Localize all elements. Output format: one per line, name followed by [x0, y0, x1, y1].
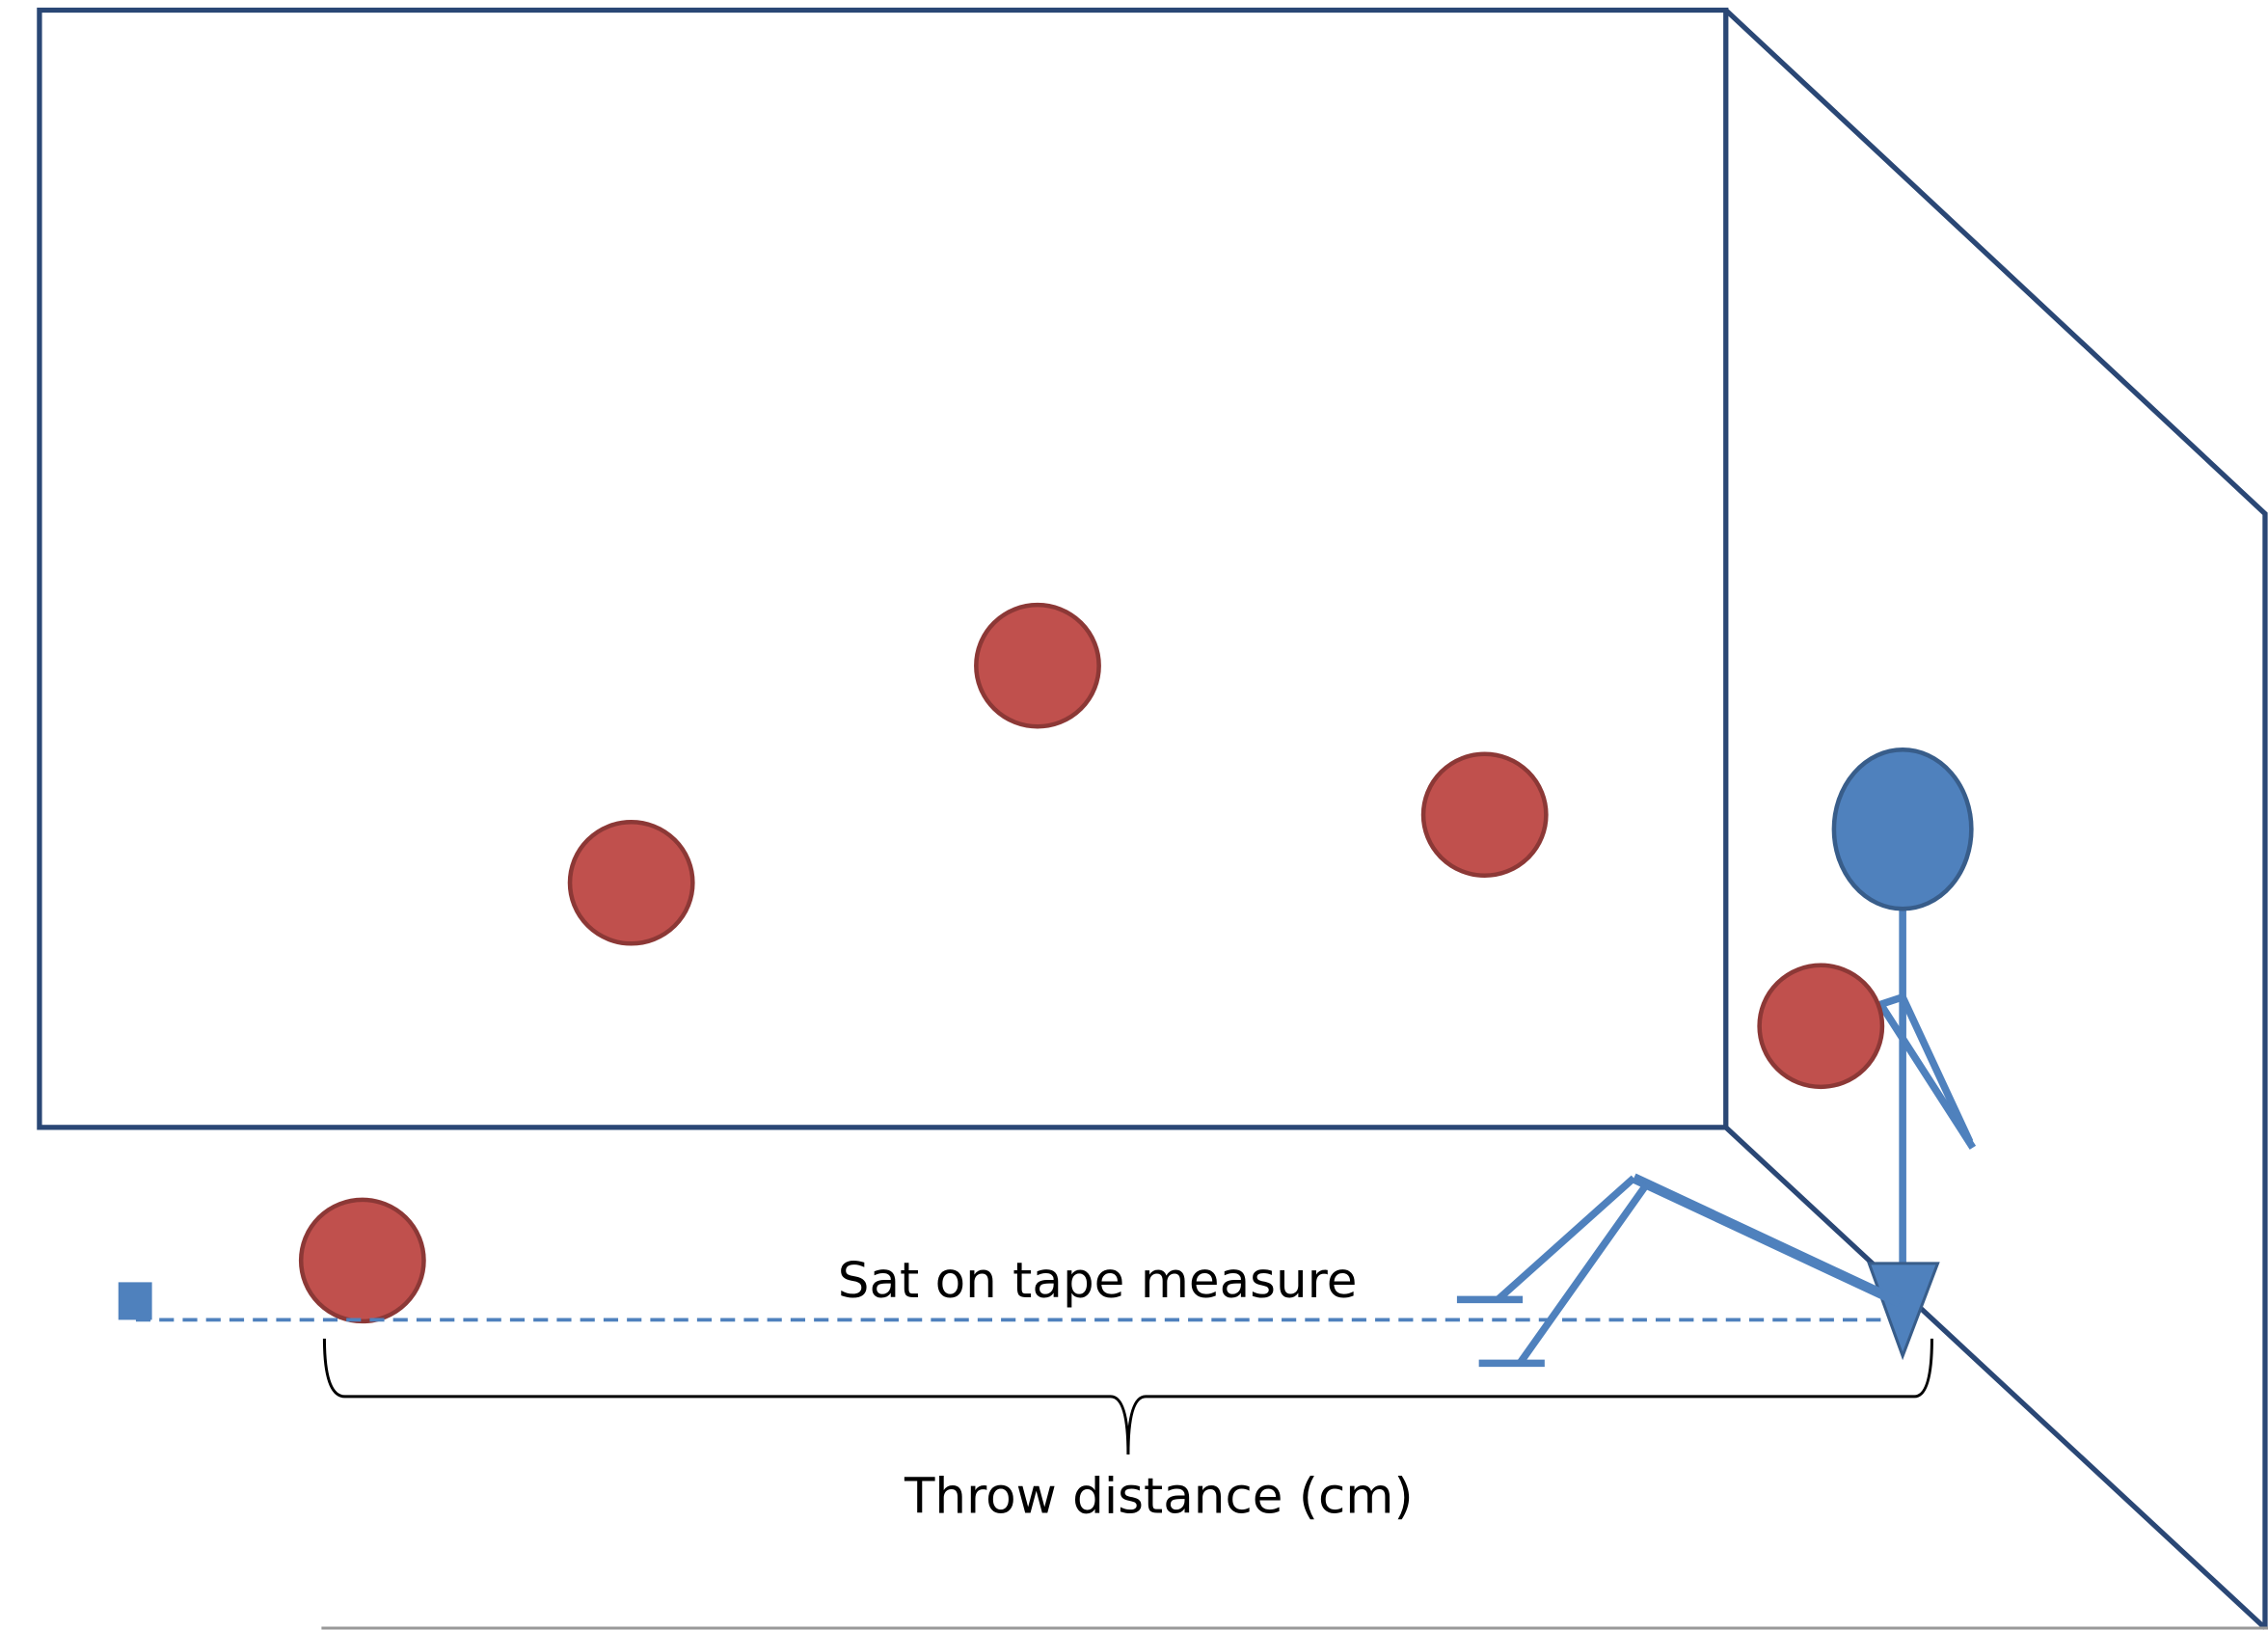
diagram: Sat on tape measure Throw distance (cm) — [0, 0, 2268, 1631]
tape-end — [119, 1282, 152, 1319]
ball — [976, 605, 1098, 726]
tape-label: Sat on tape measure — [838, 1252, 1358, 1310]
distance-label: Throw distance (cm) — [904, 1468, 1414, 1526]
ball — [1423, 754, 1546, 876]
head — [1834, 749, 1971, 909]
ball — [570, 822, 692, 943]
ball — [1760, 965, 1882, 1087]
page: Sat on tape measure Throw distance (cm) … — [0, 0, 2268, 1631]
ball — [301, 1200, 423, 1321]
